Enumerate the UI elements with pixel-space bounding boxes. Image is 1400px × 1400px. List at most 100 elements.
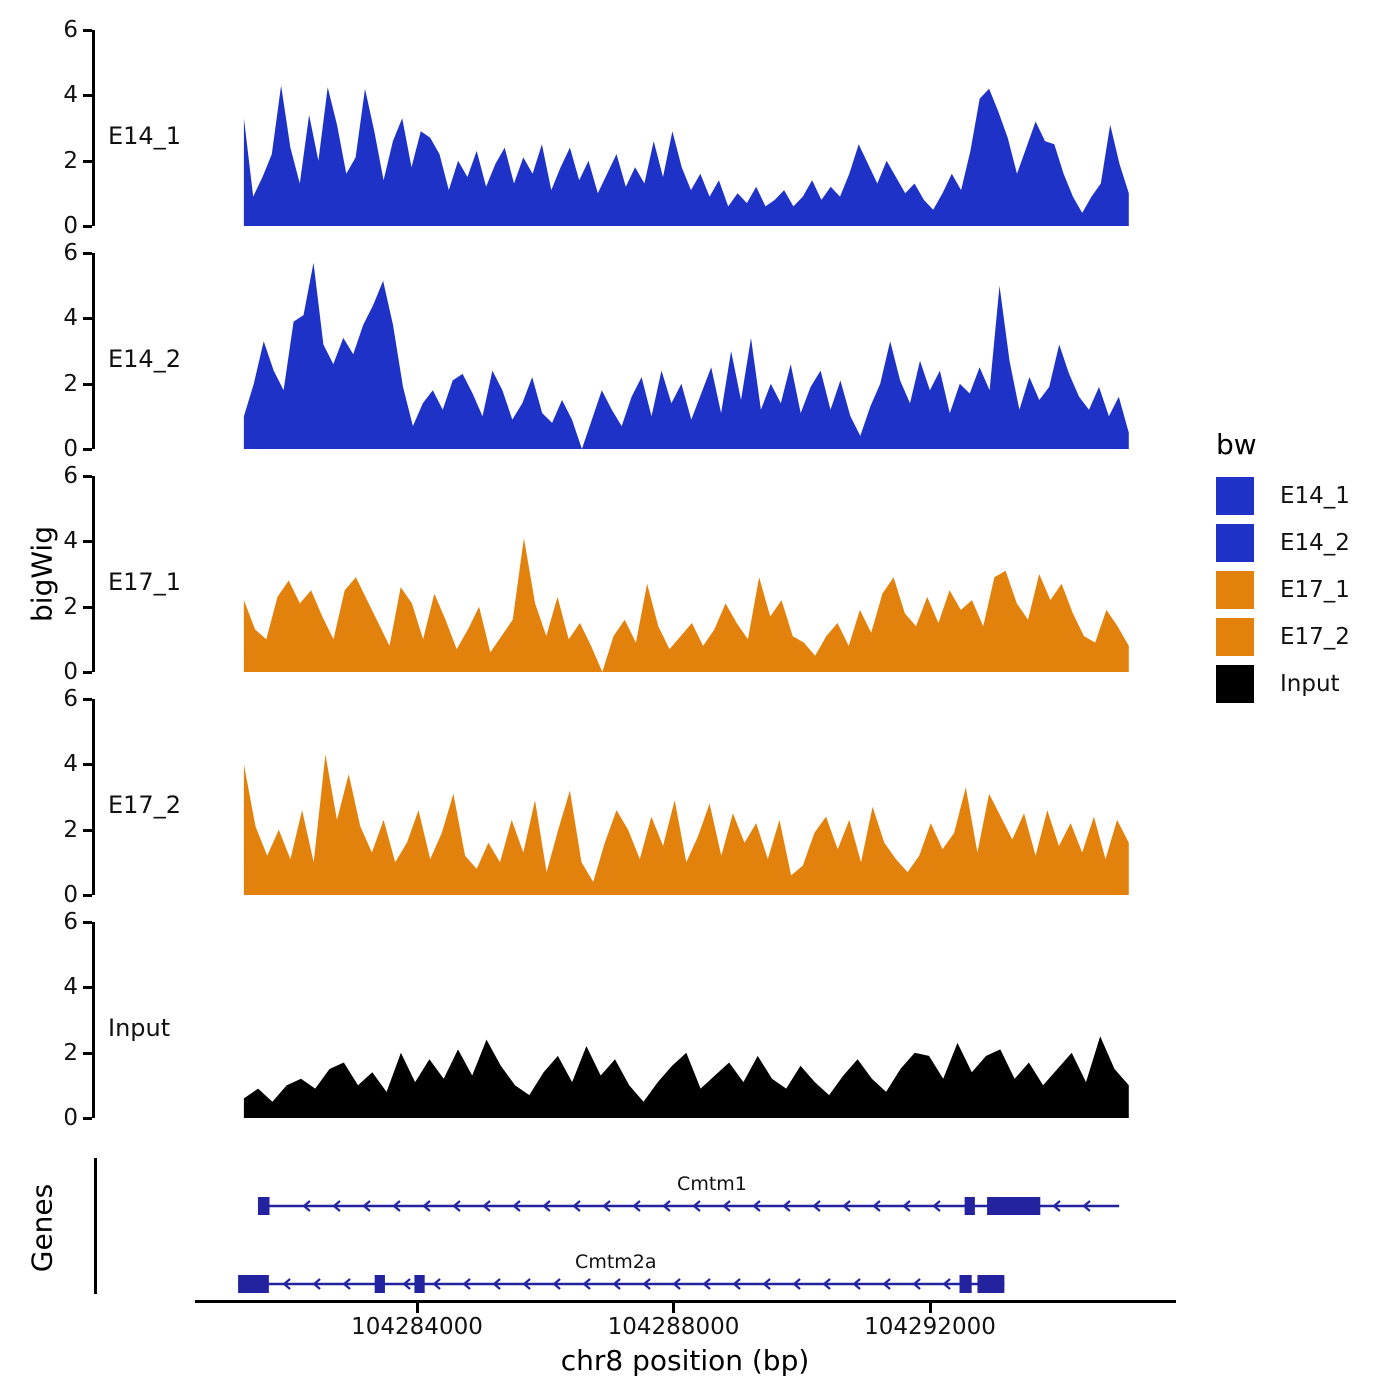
strand-arrow-icon bbox=[762, 1278, 771, 1290]
legend: bw E14_1 E14_2 E17_1 E17_2 Input bbox=[1216, 428, 1396, 712]
y-tick-mark bbox=[83, 894, 92, 897]
genes-panel: Cmtm1 Cmtm2a bbox=[0, 1158, 1200, 1298]
strand-arrow-icon bbox=[392, 1200, 401, 1212]
strand-arrow-icon bbox=[522, 1278, 531, 1290]
y-tick-label: 6 bbox=[63, 909, 78, 935]
strand-arrow-icon bbox=[1052, 1200, 1061, 1212]
strand-arrow-icon bbox=[792, 1278, 801, 1290]
strand-arrow-icon bbox=[722, 1200, 731, 1212]
legend-items: E14_1 E14_2 E17_1 E17_2 Input bbox=[1216, 477, 1396, 703]
track-panel-Input: 0 2 4 6 Input bbox=[0, 909, 1200, 1131]
y-tick-mark bbox=[83, 698, 92, 701]
x-tick-mark bbox=[415, 1303, 419, 1313]
genes-axis-line bbox=[94, 1158, 97, 1294]
y-axis-line bbox=[92, 922, 95, 1118]
coverage-area-E17_1 bbox=[243, 538, 1129, 672]
y-tick-mark bbox=[83, 225, 92, 228]
x-axis-title: chr8 position (bp) bbox=[560, 1344, 810, 1377]
legend-title: bw bbox=[1216, 428, 1257, 461]
y-tick-mark bbox=[83, 1051, 92, 1055]
strand-arrow-icon bbox=[732, 1278, 741, 1290]
legend-swatch-icon bbox=[1216, 524, 1254, 562]
strand-arrow-icon bbox=[882, 1278, 891, 1290]
legend-item-E14_1: E14_1 bbox=[1216, 477, 1396, 515]
legend-swatch-icon bbox=[1216, 571, 1254, 609]
y-tick-mark bbox=[83, 94, 92, 98]
y-tick-mark bbox=[83, 448, 92, 451]
y-axis-line bbox=[92, 699, 95, 895]
legend-entry-label: Input bbox=[1280, 671, 1340, 697]
strand-arrow-icon bbox=[872, 1200, 881, 1212]
strand-arrow-icon bbox=[632, 1200, 641, 1212]
strand-arrow-icon bbox=[462, 1278, 471, 1290]
y-tick-mark bbox=[83, 540, 92, 544]
x-tick-mark bbox=[672, 1303, 675, 1313]
gene-exon bbox=[257, 1197, 270, 1215]
strand-arrow-icon bbox=[852, 1278, 861, 1290]
y-tick-label: 0 bbox=[63, 882, 78, 908]
y-tick-label: 2 bbox=[63, 816, 78, 843]
strand-arrow-icon bbox=[282, 1278, 291, 1290]
legend-item-E17_2: E17_2 bbox=[1216, 618, 1396, 656]
track-panel-E17_1: 0 2 4 6 E17_1 bbox=[0, 463, 1200, 685]
coverage-polygon bbox=[243, 1036, 1129, 1118]
strand-arrow-icon bbox=[812, 1200, 821, 1212]
x-tick-mark bbox=[928, 1303, 932, 1313]
gene-exon bbox=[414, 1275, 425, 1293]
y-tick-label: 2 bbox=[63, 147, 78, 174]
track-label-E14_2: E14_2 bbox=[108, 345, 181, 373]
x-tick-label: 104284000 bbox=[351, 1314, 483, 1340]
gene-exon bbox=[959, 1275, 972, 1293]
coverage-polygon bbox=[243, 538, 1129, 672]
y-tick-label: 4 bbox=[63, 305, 78, 332]
gene-exon bbox=[238, 1275, 269, 1293]
gene-models-svg: Cmtm1 Cmtm2a bbox=[238, 1173, 1120, 1293]
gene-exon bbox=[977, 1275, 1005, 1293]
y-tick-label: 0 bbox=[63, 213, 78, 239]
strand-arrow-icon bbox=[912, 1278, 921, 1290]
strand-arrow-icon bbox=[482, 1200, 491, 1212]
y-tick-mark bbox=[83, 159, 92, 163]
strand-arrow-icon bbox=[602, 1200, 611, 1212]
legend-entry-label: E14_2 bbox=[1280, 530, 1350, 556]
strand-arrow-icon bbox=[692, 1200, 701, 1212]
y-tick-label: 4 bbox=[63, 82, 78, 109]
track-label-E14_1: E14_1 bbox=[108, 122, 181, 150]
y-tick-label: 6 bbox=[63, 463, 78, 489]
strand-arrow-icon bbox=[402, 1278, 411, 1290]
gene-exon bbox=[964, 1197, 975, 1215]
strand-arrow-icon bbox=[362, 1200, 371, 1212]
y-tick-mark bbox=[83, 671, 92, 674]
gene-exon bbox=[987, 1197, 1041, 1215]
y-tick-label: 2 bbox=[63, 1039, 78, 1066]
coverage-area-E14_2 bbox=[243, 262, 1129, 449]
strand-arrow-icon bbox=[1082, 1200, 1091, 1212]
y-tick-mark bbox=[83, 29, 92, 32]
coverage-area-E14_1 bbox=[243, 85, 1129, 226]
strand-arrow-icon bbox=[572, 1200, 581, 1212]
y-tick-mark bbox=[83, 1117, 92, 1120]
y-tick-mark bbox=[83, 382, 92, 386]
strand-arrow-icon bbox=[662, 1200, 671, 1212]
legend-swatch-icon bbox=[1216, 477, 1254, 515]
y-tick-label: 4 bbox=[63, 751, 78, 778]
strand-arrow-icon bbox=[512, 1200, 521, 1212]
track-label-E17_1: E17_1 bbox=[108, 568, 181, 596]
y-tick-label: 0 bbox=[63, 436, 78, 462]
strand-arrow-icon bbox=[932, 1200, 941, 1212]
coverage-area-E17_2 bbox=[243, 754, 1129, 895]
y-tick-mark bbox=[83, 605, 92, 609]
legend-swatch-icon bbox=[1216, 665, 1254, 703]
track-panel-E14_2: 0 2 4 6 E14_2 bbox=[0, 240, 1200, 462]
y-tick-label: 4 bbox=[63, 528, 78, 555]
strand-arrow-icon bbox=[342, 1278, 351, 1290]
strand-arrow-icon bbox=[432, 1278, 441, 1290]
strand-arrow-icon bbox=[902, 1200, 911, 1212]
legend-item-Input: Input bbox=[1216, 665, 1396, 703]
strand-arrow-icon bbox=[302, 1200, 311, 1212]
strand-arrow-icon bbox=[702, 1278, 711, 1290]
y-tick-label: 6 bbox=[63, 240, 78, 266]
strand-arrow-icon bbox=[822, 1278, 831, 1290]
y-tick-mark bbox=[83, 763, 92, 767]
